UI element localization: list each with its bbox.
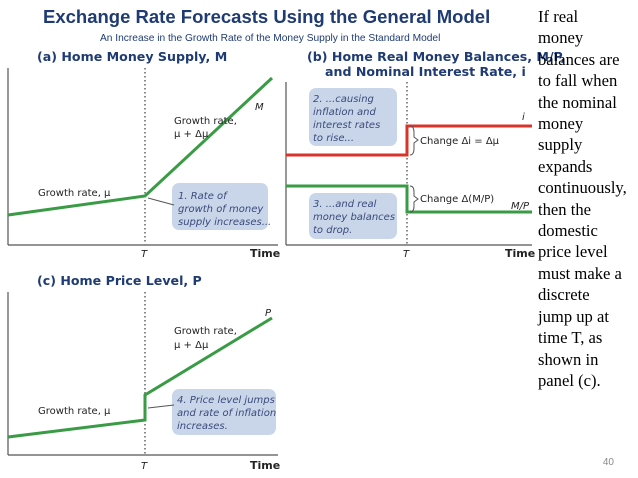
panel-b-callout-top-line-4: to rise... [313, 133, 354, 144]
side-text-line: the nominal [538, 92, 617, 112]
side-text-line: domestic [538, 221, 598, 241]
panel-c-title: (c) Home Price Level, P [37, 273, 202, 288]
side-text-line: jump up at [538, 306, 609, 326]
panel-b-i-label: i [522, 112, 525, 123]
side-text-line: time T, as [538, 328, 603, 348]
panel-a-callout-line-3: supply increases... [178, 217, 271, 228]
slide-title: Exchange Rate Forecasts Using the Genera… [43, 6, 491, 27]
side-text-line: to fall when [538, 71, 618, 91]
panel-a-growth-before: Growth rate, μ [38, 188, 111, 199]
side-text-line: shown in [538, 349, 599, 369]
panel-b-mp-label: M/P [511, 201, 530, 212]
panel-a: (a) Home Money Supply, M M Growth rate, … [7, 49, 280, 260]
side-text-line: balances are [538, 49, 620, 69]
side-text-line: expands [538, 156, 593, 176]
panel-a-money-supply-curve [7, 76, 274, 217]
side-text-line: If real [538, 7, 579, 26]
panel-c-callout-line-2: and rate of inflation [177, 408, 276, 419]
panel-b-callout-bottom-line-1: 3. ...and real [313, 199, 377, 210]
side-text-line: money [538, 28, 584, 48]
side-text-line: price level [538, 242, 608, 262]
panel-b-callout-top-line-3: interest rates [313, 120, 380, 131]
side-text-line: discrete [538, 285, 590, 305]
side-explanation: If real money balances are to fall when … [538, 6, 634, 391]
side-text-line: supply [538, 135, 583, 155]
panel-c-callout-pointer [147, 404, 175, 409]
panel-a-curve-label: M [255, 102, 264, 113]
panel-b-t-label: T [403, 249, 410, 260]
panel-c-callout-line-3: increases. [177, 421, 228, 432]
side-text-line: then the [538, 199, 591, 219]
panel-a-callout-box [172, 183, 268, 230]
panel-b-real-money-line [286, 184, 532, 214]
side-text-line: panel (c). [538, 370, 601, 390]
panel-a-growth-after-line1: Growth rate, [174, 116, 237, 127]
panel-b-callout-bottom-line-2: money balances [313, 212, 395, 223]
panel-b-interest-brace [409, 125, 419, 156]
panel-c-growth-after-line1: Growth rate, [174, 326, 237, 337]
panel-a-time-label: Time [250, 247, 280, 260]
side-text-line: continuously, [538, 178, 627, 198]
panel-b-time-label: Time [505, 247, 535, 260]
panel-a-t-label: T [141, 249, 148, 260]
slide-subtitle: An Increase in the Growth Rate of the Mo… [100, 33, 441, 44]
page-number: 40 [602, 457, 614, 468]
panel-b-real-money-brace [409, 185, 419, 213]
panel-b-title-line2: and Nominal Interest Rate, i [325, 64, 526, 79]
panel-a-callout-line-2: growth of money [178, 204, 264, 215]
side-text-line: must make a [538, 263, 622, 283]
panel-b-title-line1: (b) Home Real Money Balances, M/P, [307, 49, 565, 64]
panel-b: (b) Home Real Money Balances, M/P, and N… [285, 49, 565, 260]
panel-c-time-label: Time [250, 459, 280, 472]
panel-b-callout-top-line-2: inflation and [313, 107, 377, 118]
panel-c-callout-line-1: 4. Price level jumps [177, 395, 275, 406]
panel-c: (c) Home Price Level, P P Growth rate, μ… [7, 273, 280, 472]
panel-b-callout-top-box [309, 88, 397, 146]
panel-b-change-mp: Change Δ(M/P) [420, 194, 494, 205]
panel-c-t-label: T [141, 461, 148, 472]
panel-a-callout-pointer [147, 197, 175, 206]
panel-a-growth-after-line2: μ + Δμ [174, 129, 209, 140]
panel-c-price-level-curve [7, 316, 273, 439]
panel-a-title: (a) Home Money Supply, M [37, 49, 227, 64]
panel-b-callout-bottom-line-3: to drop. [313, 225, 352, 236]
panel-c-callout-box [172, 389, 276, 435]
side-text-line: money [538, 114, 584, 134]
panel-c-growth-after-line2: μ + Δμ [174, 340, 209, 351]
panel-b-interest-rate-line [286, 124, 532, 157]
panel-b-callout-bottom-box [309, 193, 397, 239]
panel-c-growth-before: Growth rate, μ [38, 406, 111, 417]
panel-a-callout-line-1: 1. Rate of [178, 191, 228, 202]
panel-b-change-i: Change Δi = Δμ [420, 136, 500, 147]
panel-b-callout-top-line-1: 2. ...causing [313, 94, 374, 105]
panel-c-curve-label: P [265, 308, 272, 319]
